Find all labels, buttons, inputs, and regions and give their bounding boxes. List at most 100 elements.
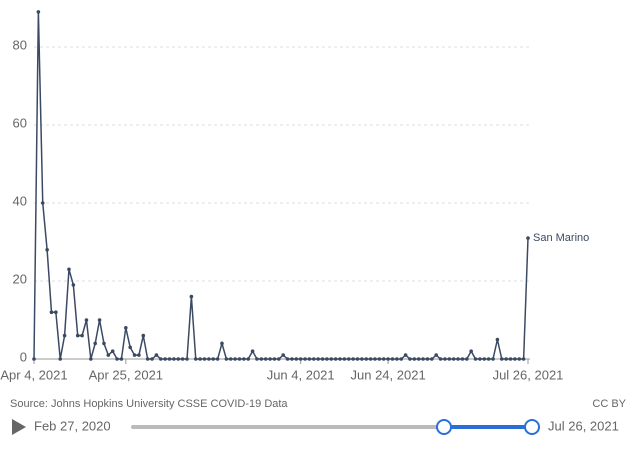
point — [412, 357, 417, 361]
series-label: San Marino — [533, 232, 589, 244]
point — [307, 357, 312, 361]
point — [298, 357, 303, 361]
point — [75, 333, 80, 338]
timeline-handle[interactable] — [436, 419, 452, 435]
timeline-track[interactable] — [131, 425, 532, 429]
point — [290, 357, 294, 361]
point — [386, 357, 390, 361]
timeline-end: Jul 26, 2021 — [548, 418, 619, 433]
point — [456, 357, 460, 361]
point — [508, 357, 513, 361]
point — [329, 357, 334, 361]
point — [430, 357, 434, 361]
point — [421, 357, 425, 361]
point — [207, 357, 211, 361]
point — [67, 267, 71, 272]
point — [311, 357, 316, 361]
point — [242, 357, 246, 361]
point — [478, 357, 482, 361]
point — [62, 333, 67, 338]
point — [403, 353, 408, 357]
point — [102, 341, 106, 346]
point — [373, 357, 377, 361]
point — [381, 357, 386, 361]
point — [395, 357, 399, 361]
x-tick-label: Apr 4, 2021 — [0, 367, 67, 382]
point — [263, 357, 268, 361]
point — [451, 357, 456, 361]
point — [513, 357, 517, 361]
x-tick-label: Jun 4, 2021 — [267, 367, 335, 382]
point — [469, 349, 473, 354]
point — [316, 357, 320, 361]
point — [499, 357, 504, 361]
point — [281, 353, 285, 357]
point — [167, 357, 172, 361]
x-tick-label: Jul 26, 2021 — [493, 367, 564, 382]
point — [364, 357, 369, 361]
point — [443, 357, 447, 361]
point — [438, 357, 443, 361]
point — [54, 310, 58, 315]
y-tick-label: 60 — [13, 115, 27, 130]
point — [110, 349, 115, 354]
point — [368, 357, 373, 361]
point — [224, 357, 229, 361]
point — [416, 357, 421, 361]
point — [464, 357, 469, 361]
play-button[interactable] — [12, 419, 26, 435]
point — [80, 333, 84, 338]
point — [198, 357, 202, 361]
point — [342, 357, 347, 361]
point — [97, 318, 102, 322]
point — [233, 357, 237, 361]
point — [228, 357, 233, 361]
point — [408, 357, 412, 361]
point — [272, 357, 277, 361]
point — [333, 357, 338, 361]
point — [447, 357, 452, 361]
y-tick-label: 40 — [13, 193, 27, 208]
y-tick-label: 20 — [13, 271, 27, 286]
point — [211, 357, 216, 361]
point — [49, 310, 54, 315]
line — [33, 11, 529, 360]
point — [141, 333, 146, 338]
y-tick-label: 0 — [20, 349, 27, 364]
point — [32, 357, 36, 361]
point — [71, 283, 76, 287]
point — [180, 357, 185, 361]
point — [521, 357, 526, 361]
point — [176, 357, 181, 361]
point — [320, 357, 325, 361]
timeline-range — [444, 425, 532, 429]
point — [255, 357, 259, 361]
point — [58, 357, 63, 361]
point — [504, 357, 508, 361]
license: CC BY — [592, 398, 626, 410]
point — [425, 357, 430, 361]
point — [482, 357, 487, 361]
point — [277, 357, 281, 361]
point — [351, 357, 355, 361]
point — [89, 357, 93, 361]
point — [172, 357, 176, 361]
point — [434, 353, 438, 357]
point — [93, 341, 98, 346]
point — [115, 357, 119, 361]
point — [119, 357, 124, 361]
point — [517, 357, 522, 361]
timeline-handle[interactable] — [524, 419, 540, 435]
x-tick-label: Apr 25, 2021 — [89, 367, 163, 382]
point — [237, 357, 242, 361]
x-tick-label: Jun 24, 2021 — [351, 367, 426, 382]
point — [128, 345, 132, 350]
point — [268, 357, 272, 361]
point — [36, 10, 41, 14]
point — [193, 357, 198, 361]
point — [526, 236, 530, 240]
point — [154, 353, 159, 357]
point — [303, 357, 307, 361]
point — [45, 248, 49, 252]
point — [285, 357, 290, 361]
